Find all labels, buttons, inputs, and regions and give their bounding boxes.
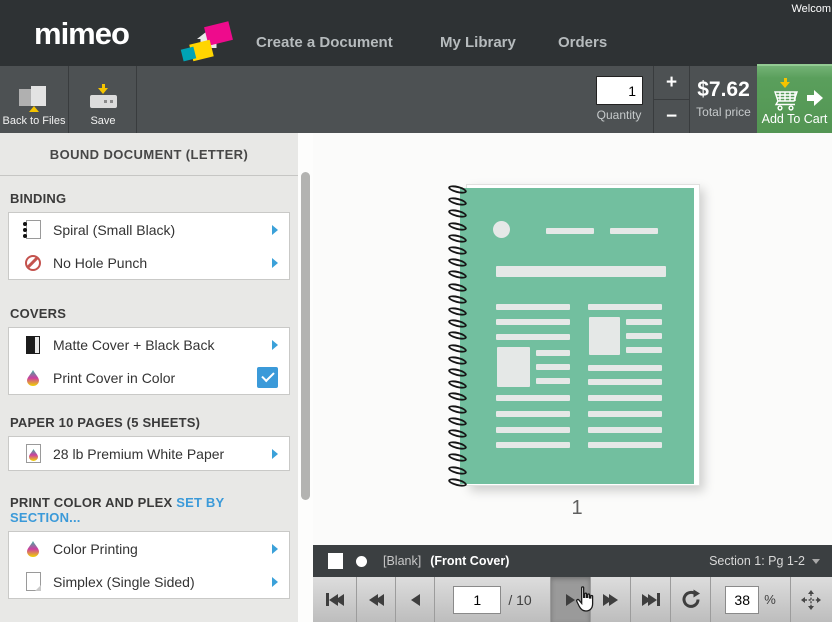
covers-card: Matte Cover + Black Back Print Cover in … <box>8 327 290 395</box>
page-status-bar: [Blank] (Front Cover) Section 1: Pg 1-2 <box>313 545 832 577</box>
sidebar-scrollbar-track[interactable] <box>298 133 313 622</box>
section-label-print-color: PRINT COLOR AND PLEX SET BY SECTION... <box>10 495 225 525</box>
refresh-icon <box>682 589 700 608</box>
chevron-right-icon <box>272 224 278 235</box>
quantity-increment-button[interactable]: + <box>665 71 678 93</box>
mimeo-logo[interactable]: mimeo <box>34 16 233 62</box>
options-sidebar: BOUND DOCUMENT (LETTER) BINDING Spiral (… <box>0 133 298 622</box>
chevron-right-icon <box>272 448 278 459</box>
binding-option-row[interactable]: Spiral (Small Black) <box>9 213 289 246</box>
page-thumbnail-icon[interactable] <box>328 553 343 569</box>
set-by-section-link[interactable]: SET BY SECTION... <box>10 495 225 525</box>
page-indicator-icon[interactable] <box>356 555 367 567</box>
total-price-label: Total price <box>696 105 751 119</box>
matte-cover-icon <box>20 335 46 354</box>
preview-page-number: 1 <box>571 497 583 519</box>
last-page-button[interactable] <box>631 577 671 622</box>
save-button[interactable]: Save <box>70 66 137 133</box>
pager-toolbar: / 10 % <box>313 577 832 622</box>
quantity-decrement-button[interactable]: − <box>665 105 678 127</box>
section-label-paper: PAPER 10 PAGES (5 SHEETS) <box>10 415 201 430</box>
save-icon <box>88 84 118 110</box>
welcome-text[interactable]: Welcom <box>791 3 831 15</box>
zoom-cell: % <box>711 577 791 622</box>
nav-my-library[interactable]: My Library <box>440 34 516 51</box>
quantity-label: Quantity <box>596 108 642 122</box>
save-label: Save <box>90 115 116 127</box>
previous-page-button[interactable] <box>396 577 435 622</box>
print-color-card: Color Printing Simplex (Single Sided) <box>8 531 290 599</box>
premium-paper-icon <box>20 444 46 463</box>
ink-drop-icon <box>20 540 46 557</box>
rewind-pages-button[interactable] <box>357 577 396 622</box>
color-printing-row[interactable]: Color Printing <box>9 532 289 565</box>
nav-orders[interactable]: Orders <box>558 34 608 51</box>
refresh-preview-button[interactable] <box>671 577 711 622</box>
nav-create-document[interactable]: Create a Document <box>256 34 393 51</box>
paper-option-row[interactable]: 28 lb Premium White Paper <box>9 437 289 470</box>
blank-page-label: [Blank] <box>383 554 422 568</box>
zoom-level-input[interactable] <box>725 585 760 614</box>
section-label-inserts: INSERTS <box>10 619 288 622</box>
chevron-right-icon <box>272 576 278 587</box>
quantity-input[interactable] <box>596 76 643 105</box>
percent-label: % <box>764 592 776 607</box>
chevron-right-icon <box>272 339 278 350</box>
next-page-button[interactable] <box>551 577 591 622</box>
cover-option-row[interactable]: Matte Cover + Black Back <box>9 328 289 361</box>
chevron-right-icon <box>272 257 278 268</box>
page-number-cell: / 10 <box>435 577 551 622</box>
section-label-covers: COVERS <box>10 306 67 321</box>
simplex-page-icon <box>20 572 46 591</box>
back-to-files-button[interactable]: Back to Files <box>0 66 69 133</box>
back-to-files-label: Back to Files <box>2 115 66 127</box>
plex-option-row[interactable]: Simplex (Single Sided) <box>9 565 289 598</box>
toolbar-divider <box>653 66 654 133</box>
caret-down-icon[interactable] <box>812 558 820 564</box>
pan-move-icon <box>801 589 821 610</box>
print-cover-color-row[interactable]: Print Cover in Color <box>9 361 289 394</box>
forward-pages-button[interactable] <box>591 577 631 622</box>
add-to-cart-label: Add To Cart <box>761 112 828 126</box>
first-page-button[interactable] <box>313 577 357 622</box>
binding-card: Spiral (Small Black) No Hole Punch <box>8 212 290 280</box>
sidebar-scrollbar-thumb[interactable] <box>301 172 310 500</box>
front-cover-preview[interactable] <box>460 188 694 484</box>
page-number-input[interactable] <box>453 585 502 614</box>
toolbar-divider <box>689 66 690 133</box>
spiral-binding-coils <box>447 183 472 489</box>
add-to-cart-button[interactable]: Add To Cart <box>757 64 832 133</box>
total-price-value: $7.62 <box>697 78 750 101</box>
document-type-header: BOUND DOCUMENT (LETTER) <box>0 133 298 176</box>
toolbar-divider <box>654 99 689 100</box>
chevron-right-icon <box>272 543 278 554</box>
no-hole-punch-icon <box>20 254 46 271</box>
arrow-right-icon <box>813 90 823 106</box>
hole-punch-option-row[interactable]: No Hole Punch <box>9 246 289 279</box>
cart-icon <box>767 78 823 112</box>
mimeo-logo-text: mimeo <box>34 16 130 51</box>
print-cover-color-checkbox[interactable] <box>257 367 278 388</box>
document-preview-area: 1 <box>313 133 832 545</box>
paper-card: 28 lb Premium White Paper <box>8 436 290 471</box>
front-cover-label: (Front Cover) <box>430 554 510 568</box>
back-to-files-icon <box>17 84 51 112</box>
section-label-binding: BINDING <box>10 191 67 206</box>
section-selector[interactable]: Section 1: Pg 1-2 <box>709 554 805 568</box>
pan-tool-button[interactable] <box>791 577 831 622</box>
spiral-binding-icon <box>20 220 46 239</box>
top-nav: mimeo Create a Document My Library Order… <box>0 0 832 66</box>
ink-drop-icon <box>20 369 46 386</box>
page-total-label: / 10 <box>508 591 532 608</box>
